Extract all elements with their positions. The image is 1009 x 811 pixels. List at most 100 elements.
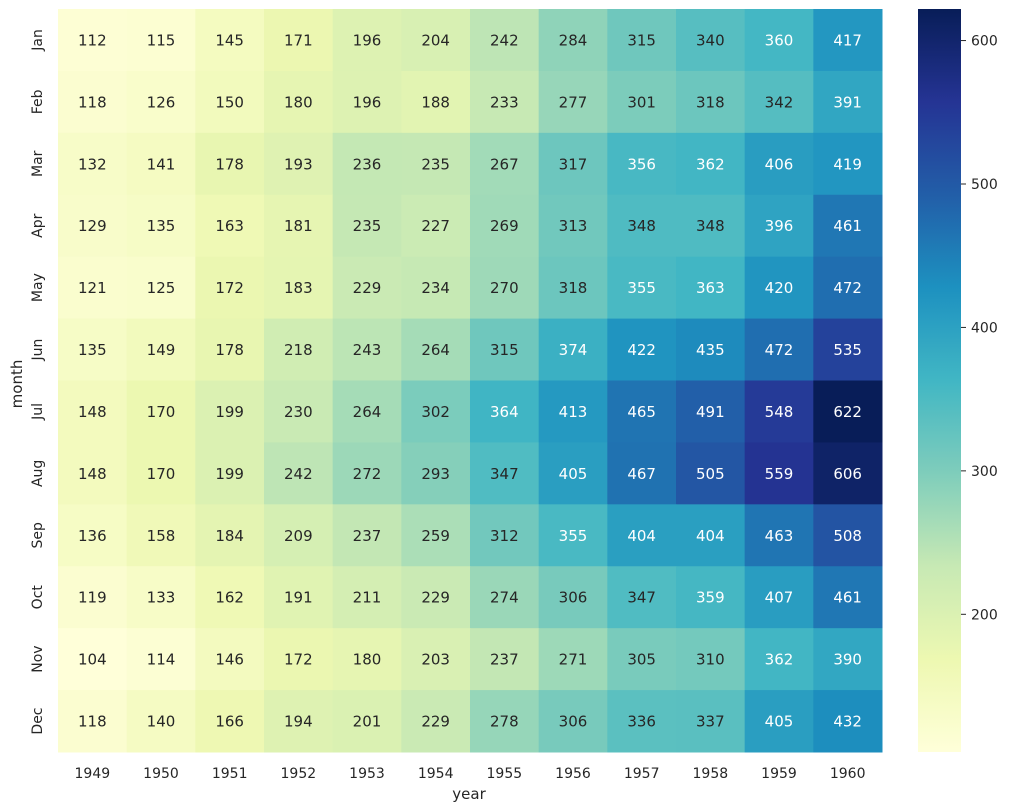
heatmap-cell xyxy=(264,194,334,258)
heatmap-cell xyxy=(332,690,402,753)
cell-value: 171 xyxy=(284,31,313,49)
cell-value: 422 xyxy=(627,341,656,359)
cell-value: 559 xyxy=(765,465,794,483)
heatmap-cell xyxy=(126,256,196,320)
heatmap-cell xyxy=(744,380,814,443)
y-tick-labels: Jan Feb Mar Apr May Jun Jul Aug Sep Oct Nov Dec xyxy=(30,29,46,734)
heatmap-cell xyxy=(607,566,677,629)
heatmap-cell xyxy=(195,380,265,443)
heatmap-cell xyxy=(538,70,608,134)
cell-value: 306 xyxy=(559,589,588,607)
cell-value: 184 xyxy=(215,527,244,545)
heatmap-cell xyxy=(470,566,540,629)
cell-value: 125 xyxy=(147,279,176,297)
cell-value: 178 xyxy=(215,341,244,359)
cell-value: 272 xyxy=(353,465,382,483)
x-tick-label: 1956 xyxy=(555,766,591,782)
cell-value: 149 xyxy=(147,341,176,359)
heatmap-cell xyxy=(538,628,608,691)
heatmap-cell xyxy=(744,504,814,567)
heatmap-cell xyxy=(264,256,334,320)
colorbar-tick-label: 500 xyxy=(971,177,998,193)
colorbar-tick-label: 200 xyxy=(971,607,998,623)
cell-value: 235 xyxy=(421,155,450,173)
cell-value: 432 xyxy=(833,713,862,731)
heatmap-cell xyxy=(607,690,677,753)
heatmap-cell xyxy=(195,504,265,567)
cell-value: 121 xyxy=(78,279,107,297)
cell-value: 313 xyxy=(559,217,588,235)
cell-value: 491 xyxy=(696,403,725,421)
heatmap-cell xyxy=(676,70,746,134)
cell-value: 191 xyxy=(284,589,313,607)
heatmap-cell xyxy=(538,380,608,443)
cell-value: 180 xyxy=(284,93,313,111)
heatmap-cell xyxy=(126,9,196,72)
y-tick-label: Jun xyxy=(30,339,46,362)
cell-value: 390 xyxy=(833,651,862,669)
heatmap-cell xyxy=(58,132,128,196)
cell-value: 229 xyxy=(353,279,382,297)
y-tick-label: Oct xyxy=(30,585,46,610)
heatmap-cell xyxy=(332,9,402,72)
heatmap-cell xyxy=(676,132,746,196)
heatmap-cell xyxy=(58,566,128,629)
cell-value: 301 xyxy=(627,93,656,111)
cell-value: 115 xyxy=(147,31,176,49)
x-tick-label: 1950 xyxy=(143,766,179,782)
cell-value: 271 xyxy=(559,651,588,669)
colorbar: 200 300 400 500 600 xyxy=(918,9,998,752)
cell-value: 201 xyxy=(353,713,382,731)
heatmap-cell xyxy=(126,628,196,691)
heatmap-cell xyxy=(401,628,471,691)
heatmap-cell xyxy=(607,628,677,691)
cell-annotations: 112 115 145 171 196 204 242 284 315 340 360 417 118 1… xyxy=(78,31,862,730)
x-tick-label: 1954 xyxy=(418,766,454,782)
heatmap-cell xyxy=(538,442,608,505)
heatmap-cell xyxy=(744,442,814,505)
x-tick-labels: 1949 1950 1951 1952 1953 1954 1955 1956 1957 1958… xyxy=(75,766,866,782)
x-tick-label: 1960 xyxy=(830,766,866,782)
cell-value: 318 xyxy=(696,93,725,111)
heatmap-cell xyxy=(676,690,746,753)
heatmap-cell xyxy=(58,504,128,567)
cell-value: 199 xyxy=(215,465,244,483)
x-tick-label: 1959 xyxy=(761,766,797,782)
heatmap-cell xyxy=(813,442,883,505)
x-tick-label: 1958 xyxy=(693,766,729,782)
cell-value: 359 xyxy=(696,589,725,607)
heatmap-cell xyxy=(126,442,196,505)
heatmap-cell xyxy=(195,628,265,691)
heatmap-cell xyxy=(813,132,883,196)
heatmap-cell xyxy=(607,70,677,134)
cell-value: 104 xyxy=(78,651,107,669)
cell-value: 548 xyxy=(765,403,794,421)
cell-value: 264 xyxy=(421,341,450,359)
cell-value: 606 xyxy=(833,465,862,483)
heatmap-cell xyxy=(401,504,471,567)
heatmap-cell xyxy=(470,628,540,691)
cell-value: 166 xyxy=(215,713,244,731)
x-tick-label: 1952 xyxy=(281,766,317,782)
heatmap-cell xyxy=(538,9,608,72)
cell-value: 236 xyxy=(353,155,382,173)
cell-value: 404 xyxy=(627,527,656,545)
heatmap-cell xyxy=(58,442,128,505)
cell-value: 277 xyxy=(559,93,588,111)
cell-value: 112 xyxy=(78,31,107,49)
heatmap-cell xyxy=(401,318,471,381)
cell-value: 310 xyxy=(696,651,725,669)
cell-value: 406 xyxy=(765,155,794,173)
cell-value: 284 xyxy=(559,31,588,49)
heatmap-cell xyxy=(813,504,883,567)
cell-value: 347 xyxy=(490,465,519,483)
cell-value: 342 xyxy=(765,93,794,111)
heatmap-cell xyxy=(813,318,883,381)
heatmap-cell xyxy=(58,628,128,691)
heatmap-cell xyxy=(470,690,540,753)
cell-value: 146 xyxy=(215,651,244,669)
heatmap-cell xyxy=(470,9,540,72)
heatmap-cell xyxy=(401,194,471,258)
cell-value: 162 xyxy=(215,589,244,607)
heatmap-cell xyxy=(538,132,608,196)
